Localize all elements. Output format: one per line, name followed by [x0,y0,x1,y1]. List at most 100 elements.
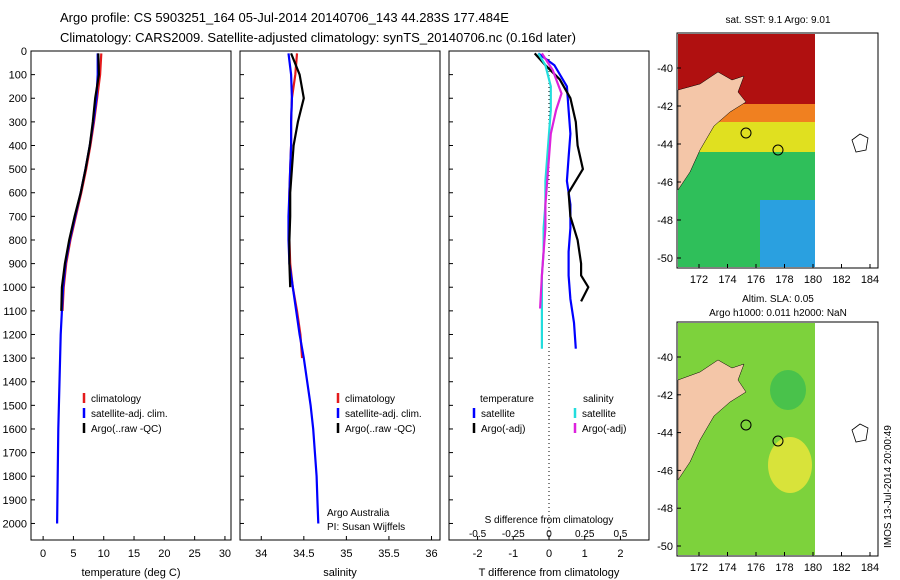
depth-tick-label: 1800 [3,471,27,483]
map-lat-label: -40 [657,352,673,364]
map-lat-label: -46 [657,177,673,189]
xtick-label: -2 [473,548,483,560]
map-lon-label: 180 [804,274,822,286]
difference-legend: temperature salinity satellite Argo(-adj… [472,394,626,435]
map-lon-label: 182 [832,274,850,286]
sst-cold-water [760,200,815,267]
xtick-label: 34 [255,548,267,560]
map-lon-label: 176 [747,562,765,574]
salinity-xlabel: salinity [323,567,357,579]
imos-timestamp: IMOS 13-Jul-2014 20:00:49 [883,425,894,548]
depth-tick-label: 300 [9,117,27,129]
map-lon-label: 174 [718,274,736,286]
xtick-label: 20 [158,548,170,560]
header-line-1: Argo profile: CS 5903251_164 05-Jul-2014… [60,10,509,25]
legend-satellite: satellite-adj. clim. [91,409,168,420]
legend-climatology: climatology [345,394,395,405]
depth-tick-label: 1000 [3,282,27,294]
map-lon-label: 174 [718,562,736,574]
xtick-label: 5 [70,548,76,560]
xtick-label: 10 [98,548,110,560]
xtick-label: 0 [40,548,46,560]
header-line-2: Climatology: CARS2009. Satellite-adjuste… [60,30,576,45]
map-lon-label: 178 [775,274,793,286]
xtick-label: 2 [617,548,623,560]
legend-climatology: climatology [91,394,141,405]
annotation-institution: Argo Australia [327,508,390,519]
depth-tick-label: 500 [9,164,27,176]
series-argo-raw-qc- [288,52,305,288]
sla-low-anomaly [770,370,806,410]
xtick-label: 35 [340,548,352,560]
map-lat-label: -42 [657,390,673,402]
legend-s-satellite: satellite [582,409,616,420]
annotation-pi: PI: Susan Wijffels [327,522,405,533]
depth-tick-label: 200 [9,93,27,105]
xtick-label: 0 [546,548,552,560]
sla-argo-marker [772,435,784,447]
series-s-argo-adj- [539,52,563,309]
sla-map-title-1: Altim. SLA: 0.05 [742,294,814,305]
map-lon-label: 178 [775,562,793,574]
sla-high-anomaly [768,437,812,493]
depth-tick-label: 1400 [3,377,27,389]
map-lon-label: 176 [747,274,765,286]
sst-marker-2 [740,127,752,139]
temperature-panel: 0100200300400500600700800900100011001200… [3,46,232,579]
temperature-xlabel: temperature (deg C) [81,567,180,579]
sst-chatham-island [851,133,869,153]
legend-t-satellite: satellite [481,409,515,420]
sla-map: Altim. SLA: 0.05 Argo h1000: 0.011 h2000… [657,294,879,574]
map-lat-label: -42 [657,101,673,113]
xtick-label: 25 [189,548,201,560]
map-lat-label: -50 [657,541,673,553]
sst-argo-marker [772,144,784,156]
map-lat-label: -44 [657,139,673,151]
legend-argo: Argo(..raw -QC) [345,424,416,435]
depth-tick-label: 1500 [3,400,27,412]
depth-tick-label: 600 [9,188,27,200]
map-lat-label: -48 [657,215,673,227]
legend-satellite: satellite-adj. clim. [345,409,422,420]
map-lon-label: 184 [861,562,879,574]
top-xtick-label: 0.25 [575,529,595,540]
legend-t-argo: Argo(-adj) [481,424,525,435]
sla-chatham-island [851,423,869,443]
sla-map-title-2: Argo h1000: 0.011 h2000: NaN [709,308,847,319]
salinity-legend: climatology satellite-adj. clim. Argo(..… [336,393,422,435]
depth-tick-label: 1200 [3,329,27,341]
salinity-panel: 34 34.5 35 35.5 36 salinity climatology sate… [239,50,441,579]
map-lat-label: -46 [657,465,673,477]
temperature-legend: climatology satellite-adj. clim. Argo(..… [82,393,168,435]
top-xtick-label: 0 [546,529,552,540]
depth-tick-label: 0 [21,46,27,58]
xtick-label: 1 [582,548,588,560]
map-lon-label: 182 [832,562,850,574]
depth-tick-label: 900 [9,259,27,271]
difference-xlabel: T difference from climatology [479,567,620,579]
series-t-argo-adj- [533,52,590,302]
depth-tick-label: 800 [9,235,27,247]
map-lon-label: 180 [804,562,822,574]
xtick-label: 30 [219,548,231,560]
map-lon-label: 172 [690,562,708,574]
depth-axis: 0 100 200 300 400 500 600 700 800 900 1000 1100 1200… [3,46,27,530]
map-lat-label: -48 [657,503,673,515]
legend-s-argo: Argo(-adj) [582,424,626,435]
depth-tick-label: 1300 [3,353,27,365]
salinity-diff-ticks: -0.5 -0.25 0 0.25 0.5 [469,529,628,540]
map-lat-label: -40 [657,63,673,75]
xtick-label: 36 [425,548,437,560]
sst-map-title: sat. SST: 9.1 Argo: 9.01 [725,15,831,26]
salinity-axes [239,50,441,541]
depth-tick-label: 2000 [3,518,27,530]
depth-tick-label: 700 [9,211,27,223]
sla-marker-2 [740,419,752,431]
map-lon-label: 172 [690,274,708,286]
top-xtick-label: -0.25 [502,529,525,540]
legend-title-temperature: temperature [480,394,534,405]
depth-tick-label: 1100 [3,306,27,318]
depth-tick-label: 400 [9,140,27,152]
xtick-label: 15 [128,548,140,560]
